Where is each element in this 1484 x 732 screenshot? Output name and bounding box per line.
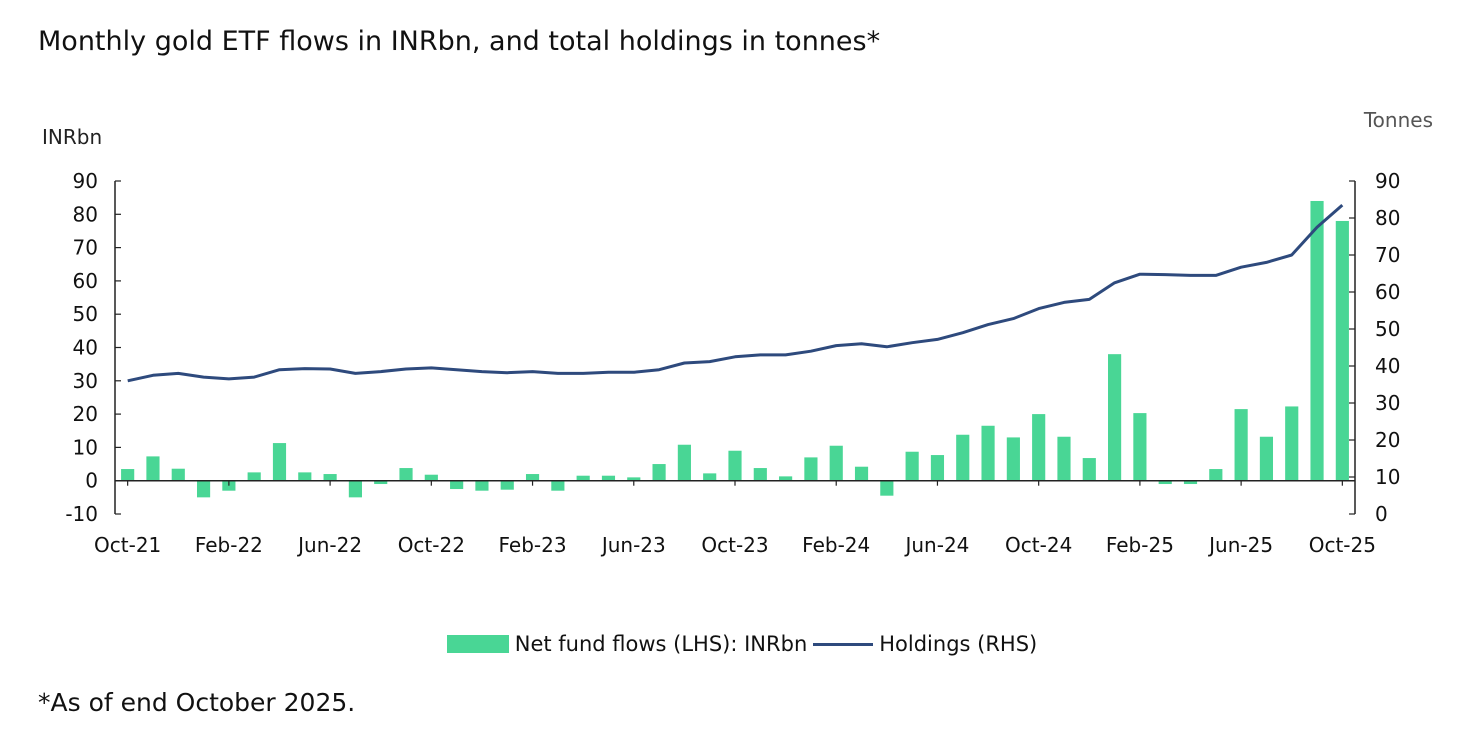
flow-bar bbox=[525, 474, 540, 481]
flow-bar bbox=[905, 451, 919, 481]
flow-bar bbox=[1082, 458, 1096, 481]
flow-bar bbox=[1133, 413, 1147, 481]
left-axis-label: INRbn bbox=[42, 125, 102, 149]
flow-bar bbox=[627, 477, 641, 481]
x-tick-label: Jun-25 bbox=[1207, 533, 1273, 557]
flow-bar bbox=[804, 457, 818, 481]
footnote: *As of end October 2025. bbox=[38, 688, 356, 717]
flow-bar bbox=[247, 472, 261, 481]
legend-label-holdings: Holdings (RHS) bbox=[879, 632, 1038, 656]
flow-bar bbox=[652, 464, 666, 481]
flow-bar bbox=[1183, 480, 1198, 485]
flow-bar bbox=[1057, 436, 1071, 481]
flow-bar bbox=[930, 455, 945, 481]
x-tick-label: Oct-22 bbox=[398, 533, 465, 557]
right-tick-label: 70 bbox=[1375, 243, 1400, 267]
x-tick-label: Feb-22 bbox=[195, 533, 263, 557]
flow-bar bbox=[1032, 414, 1046, 481]
flow-bar bbox=[601, 475, 616, 481]
right-tick-label: 80 bbox=[1375, 206, 1400, 230]
x-tick-label: Feb-24 bbox=[802, 533, 870, 557]
right-tick-label: 60 bbox=[1375, 280, 1400, 304]
left-tick-label: 20 bbox=[73, 402, 98, 426]
legend-swatch-line bbox=[813, 642, 874, 646]
flow-bar bbox=[880, 480, 894, 496]
flow-bar bbox=[424, 474, 438, 481]
x-tick-label: Feb-23 bbox=[499, 533, 567, 557]
left-tick-label: 80 bbox=[73, 202, 98, 226]
x-tick-label: Oct-23 bbox=[701, 533, 768, 557]
flow-bar bbox=[450, 480, 464, 490]
right-tick-label: 40 bbox=[1375, 354, 1400, 378]
flow-bar bbox=[779, 476, 793, 481]
flow-bar bbox=[1259, 436, 1274, 481]
flow-bar bbox=[475, 480, 489, 491]
flow-bar bbox=[196, 480, 211, 498]
left-tick-label: 0 bbox=[85, 469, 98, 493]
flow-bar bbox=[399, 468, 413, 481]
legend-item-flows: Net fund flows (LHS): INRbn bbox=[446, 632, 808, 656]
flow-bar bbox=[348, 480, 362, 498]
axes bbox=[114, 180, 1356, 515]
holdings-line bbox=[127, 203, 1344, 383]
flow-bar bbox=[703, 473, 717, 481]
x-tick-label: Oct-24 bbox=[1005, 533, 1072, 557]
left-tick-label: 70 bbox=[73, 236, 98, 260]
flow-bar bbox=[272, 443, 287, 481]
flow-bar bbox=[551, 480, 565, 491]
x-tick-label: Jun-24 bbox=[903, 533, 969, 557]
flow-bar bbox=[728, 450, 742, 481]
flow-bar bbox=[146, 456, 160, 481]
flow-bar bbox=[753, 468, 767, 481]
flow-bar bbox=[500, 480, 514, 490]
flow-bar bbox=[1285, 406, 1299, 481]
left-tick-label: 90 bbox=[73, 169, 98, 193]
flow-bar bbox=[1158, 480, 1172, 485]
right-tick-label: 20 bbox=[1375, 428, 1400, 452]
left-tick-label: 50 bbox=[73, 302, 98, 326]
right-tick-label: 10 bbox=[1375, 465, 1400, 489]
legend-swatch-bar bbox=[446, 635, 509, 653]
right-tick-label: 30 bbox=[1375, 391, 1400, 415]
x-tick-label: Oct-21 bbox=[94, 533, 161, 557]
flow-bar bbox=[1209, 469, 1223, 481]
x-tick-label: Jun-22 bbox=[296, 533, 362, 557]
flow-bar bbox=[374, 480, 388, 485]
flow-bar bbox=[1006, 437, 1020, 481]
flow-bar bbox=[171, 468, 185, 481]
x-tick-label: Oct-25 bbox=[1309, 533, 1376, 557]
right-tick-label: 50 bbox=[1375, 317, 1400, 341]
left-tick-label: 40 bbox=[73, 336, 98, 360]
holdings-line-path bbox=[127, 203, 1344, 383]
chart-title: Monthly gold ETF flows in INRbn, and tot… bbox=[38, 26, 881, 57]
flow-bar bbox=[1108, 354, 1122, 481]
flow-bar bbox=[298, 472, 312, 481]
x-tick-label: Feb-25 bbox=[1106, 533, 1174, 557]
flow-bar bbox=[576, 475, 590, 481]
right-axis-label: Tonnes bbox=[1363, 108, 1433, 132]
flow-bar bbox=[677, 444, 691, 481]
legend-label-flows: Net fund flows (LHS): INRbn bbox=[514, 632, 808, 656]
flow-bar bbox=[1310, 200, 1324, 481]
right-tick-label: 90 bbox=[1375, 169, 1400, 193]
x-tick-label: Jun-23 bbox=[600, 533, 666, 557]
right-tick-label: 0 bbox=[1375, 502, 1388, 526]
chart: INRbn Tonnes -10 0 10 20 30 40 50 60 70 80 90 0 10 20… bbox=[42, 108, 1433, 557]
tick-labels: -10 0 10 20 30 40 50 60 70 80 90 0 10 20 30 40 50 60 70 80 9… bbox=[65, 169, 1400, 557]
flow-bar bbox=[829, 445, 843, 481]
flow-bar bbox=[323, 474, 337, 481]
legend-item-holdings: Holdings (RHS) bbox=[807, 632, 1037, 656]
flow-bar bbox=[1234, 409, 1248, 481]
left-tick-label: 60 bbox=[73, 269, 98, 293]
left-tick-label: 10 bbox=[73, 435, 98, 459]
flow-bars bbox=[121, 200, 1349, 498]
legend: Net fund flows (LHS): INRbn Holdings (RH… bbox=[0, 632, 1484, 656]
left-tick-label: -10 bbox=[65, 502, 98, 526]
left-tick-label: 30 bbox=[73, 369, 98, 393]
flow-bar bbox=[956, 434, 970, 481]
flow-bar bbox=[1335, 220, 1349, 481]
flow-bar bbox=[121, 469, 135, 481]
flow-bar bbox=[854, 466, 869, 481]
flow-bar bbox=[981, 425, 995, 481]
